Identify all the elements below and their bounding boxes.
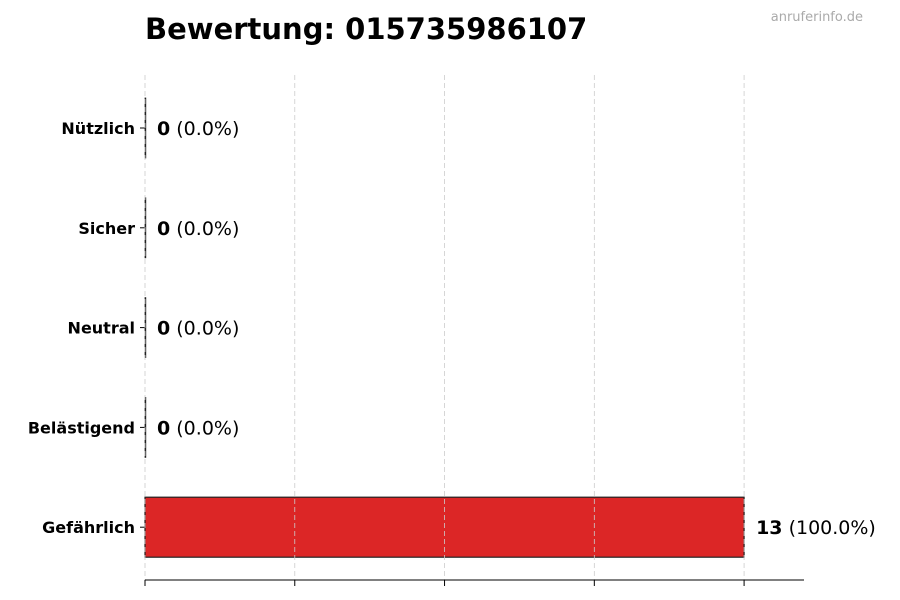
data-label-1: 0 (0.0%) — [157, 218, 239, 240]
y-tick-label-4: Gefährlich — [42, 518, 135, 537]
y-tick-label-2: Neutral — [68, 319, 135, 338]
data-label-4: 13 (100.0%) — [756, 517, 876, 539]
y-tick-label-0: Nützlich — [61, 119, 135, 138]
chart-title: Bewertung: 015735986107 — [145, 12, 588, 46]
data-label-2: 0 (0.0%) — [157, 318, 239, 340]
y-tick-label-3: Belästigend — [28, 418, 135, 437]
data-label-0: 0 (0.0%) — [157, 118, 239, 140]
data-label-3: 0 (0.0%) — [157, 417, 239, 439]
y-tick-label-1: Sicher — [78, 219, 135, 238]
watermark: anruferinfo.de — [770, 10, 863, 25]
